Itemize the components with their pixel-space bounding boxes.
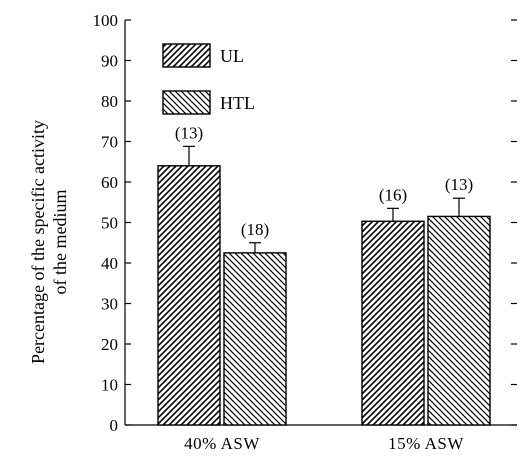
y-tick-label: 20	[101, 335, 118, 354]
bar-htl-1	[223, 252, 287, 426]
legend-label-ul: UL	[220, 46, 244, 66]
y-tick-label: 50	[101, 214, 118, 233]
category-labels: 40% ASW 15% ASW	[184, 434, 464, 453]
y-axis-title-line2: of the medium	[50, 190, 70, 295]
category-label: 40% ASW	[184, 434, 260, 453]
y-tick-label: 10	[101, 376, 118, 395]
bar-ul-1	[157, 165, 221, 426]
bar-htl-2	[427, 215, 491, 426]
y-tick-label: 70	[101, 133, 118, 152]
legend-label-htl: HTL	[220, 93, 255, 113]
y-tick-label: 0	[110, 416, 119, 435]
y-tick-label: 40	[101, 254, 118, 273]
y-tick-label: 100	[93, 11, 119, 30]
y-tick-label: 60	[101, 173, 118, 192]
bars: (13) (18) (16) (13)	[157, 123, 491, 426]
legend: UL HTL	[162, 43, 255, 115]
legend-swatch-htl	[162, 90, 211, 115]
data-label: (16)	[379, 185, 407, 204]
y-axis-title: Percentage of the specific activity of t…	[28, 120, 70, 364]
data-label: (13)	[445, 175, 473, 194]
data-label: (13)	[175, 123, 203, 142]
y-axis-title-line1: Percentage of the specific activity	[28, 120, 48, 364]
data-label: (18)	[241, 220, 269, 239]
category-label: 15% ASW	[388, 434, 464, 453]
legend-swatch-ul	[162, 43, 211, 68]
y-axis-ticks: 0 10 20 30 40 50 60 70 80 90 100	[93, 11, 517, 435]
y-tick-label: 90	[101, 52, 118, 71]
y-tick-label: 80	[101, 92, 118, 111]
bar-ul-2	[361, 220, 425, 426]
y-tick-label: 30	[101, 295, 118, 314]
